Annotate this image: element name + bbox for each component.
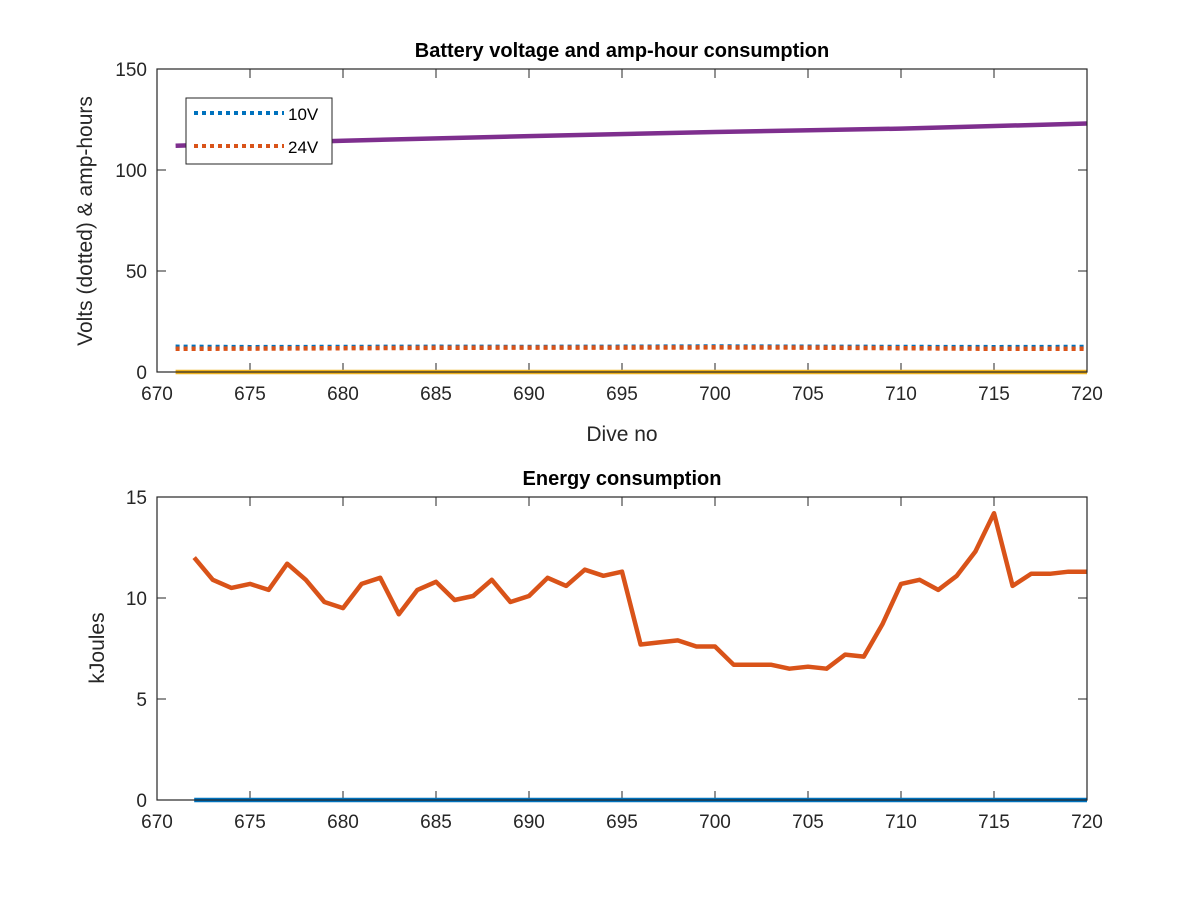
- legend-box: [185, 97, 333, 165]
- voltage-x-tick-label: 680: [327, 384, 359, 405]
- voltage-axes: Battery voltage and amp-hour consumption…: [74, 40, 1103, 446]
- energy-x-tick-label: 705: [792, 812, 824, 833]
- voltage-y-axis-label: Volts (dotted) & amp-hours: [74, 96, 97, 346]
- voltage-x-tick-label: 720: [1071, 384, 1103, 405]
- energy-x-tick-label: 715: [978, 812, 1010, 833]
- energy-chart-title: Energy consumption: [523, 468, 722, 490]
- voltage-series-line-24v: [175, 345, 1087, 352]
- energy-plot-area: [192, 510, 1087, 803]
- voltage-x-tick-label: 715: [978, 384, 1010, 405]
- voltage-x-axis-label: Dive no: [586, 423, 657, 446]
- voltage-legend: 10V 24V: [185, 97, 333, 165]
- energy-x-tick-label: 720: [1071, 812, 1103, 833]
- energy-y-tick-label: 10: [126, 589, 147, 610]
- energy-axes-box: [156, 496, 1088, 801]
- energy-x-tick-label: 695: [606, 812, 638, 833]
- voltage-chart-title: Battery voltage and amp-hour consumption: [415, 40, 829, 62]
- voltage-x-tick-label: 690: [513, 384, 545, 405]
- voltage-y-tick-label: 100: [115, 161, 147, 182]
- voltage-x-tick-label: 685: [420, 384, 452, 405]
- voltage-x-tick-label: 700: [699, 384, 731, 405]
- voltage-y-tick-label: 150: [115, 60, 147, 81]
- energy-y-tick-label: 5: [136, 690, 147, 711]
- energy-series-line-solid-0: [192, 510, 1087, 671]
- legend-label-10v: 10V: [288, 105, 319, 124]
- voltage-y-tick-label: 0: [136, 363, 147, 384]
- voltage-axes-box: [156, 68, 1088, 373]
- energy-x-tick-label: 685: [420, 812, 452, 833]
- voltage-ticks: 670 675 680 685 690 695 700 705 710 715 720 0 50 100 1…: [115, 60, 1103, 405]
- energy-ticks: 670 675 680 685 690 695 700 705 710 715 720 0 5 10 15: [126, 488, 1103, 833]
- energy-y-tick-label: 15: [126, 488, 147, 509]
- energy-y-tick-label: 0: [136, 791, 147, 812]
- energy-axes: Energy consumption kJoules 670 675 680 685 6…: [86, 468, 1103, 833]
- energy-x-tick-label: 710: [885, 812, 917, 833]
- voltage-x-tick-label: 710: [885, 384, 917, 405]
- voltage-x-tick-label: 695: [606, 384, 638, 405]
- energy-x-tick-label: 680: [327, 812, 359, 833]
- voltage-y-tick-label: 50: [126, 262, 147, 283]
- energy-x-tick-label: 670: [141, 812, 173, 833]
- voltage-x-tick-label: 705: [792, 384, 824, 405]
- energy-y-axis-label: kJoules: [86, 612, 109, 683]
- voltage-x-tick-label: 675: [234, 384, 266, 405]
- energy-x-tick-label: 690: [513, 812, 545, 833]
- voltage-x-tick-label: 670: [141, 384, 173, 405]
- energy-x-tick-label: 675: [234, 812, 266, 833]
- energy-x-tick-label: 700: [699, 812, 731, 833]
- legend-label-24v: 24V: [288, 138, 319, 157]
